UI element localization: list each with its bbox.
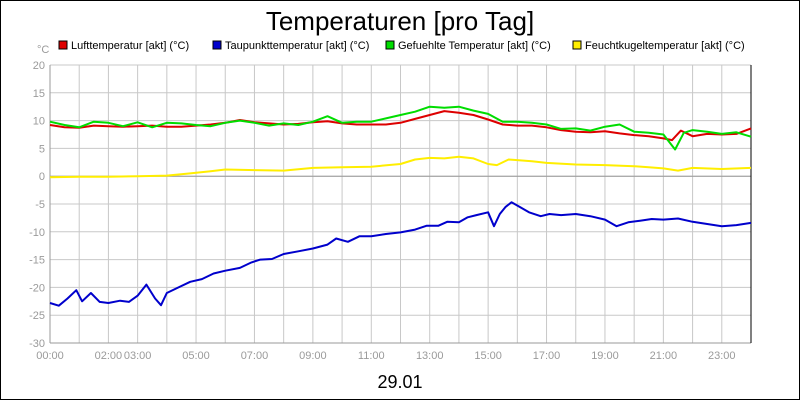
legend-label-4: Feuchtkugeltemperatur [akt] (°C): [585, 40, 745, 52]
x-tick-label: 03:00: [124, 350, 152, 362]
y-tick-label: -10: [29, 227, 45, 239]
x-tick-label: 07:00: [241, 350, 269, 362]
x-tick-label: 00:00: [36, 350, 64, 362]
x-tick-label: 09:00: [299, 350, 327, 362]
x-tick-label: 17:00: [533, 350, 561, 362]
y-ticks: 20 15 10 5 0 -5 -10 -15 -20 -25 -30: [29, 60, 45, 350]
legend: Lufttemperatur [akt] (°C) Taupunkttempera…: [58, 40, 745, 52]
x-ticks: 00:00 02:00 03:00 05:00 07:00 09:00 11:00 13:00…: [36, 350, 735, 362]
x-tick-label: 19:00: [591, 350, 619, 362]
x-tick-label: 02:00: [95, 350, 123, 362]
y-tick-label: -5: [35, 199, 45, 211]
y-axis-unit-label: °C: [37, 44, 49, 56]
grid: [49, 64, 752, 344]
legend-swatch-2: [212, 40, 222, 50]
y-tick-label: 0: [39, 171, 45, 183]
date-label: 29.01: [377, 372, 422, 392]
y-tick-label: -15: [29, 255, 45, 267]
x-tick-label: 13:00: [416, 350, 444, 362]
x-tick-label: 21:00: [650, 350, 678, 362]
legend-swatch-4: [572, 40, 582, 50]
series-line-2: [49, 201, 752, 307]
series-line-1: [49, 110, 752, 142]
legend-label-3: Gefuehlte Temperatur [akt] (°C): [398, 40, 551, 52]
y-tick-label: -30: [29, 338, 45, 350]
chart-title: Temperaturen [pro Tag]: [266, 6, 534, 36]
y-tick-label: 15: [33, 88, 45, 100]
legend-label-2: Taupunkttemperatur [akt] (°C): [225, 40, 369, 52]
series-line-4: [49, 155, 752, 179]
series-group: [49, 105, 752, 307]
legend-label-1: Lufttemperatur [akt] (°C): [71, 40, 189, 52]
x-tick-label: 15:00: [474, 350, 502, 362]
y-tick-label: -25: [29, 310, 45, 322]
x-tick-label: 23:00: [708, 350, 736, 362]
y-tick-label: 5: [39, 143, 45, 155]
x-tick-label: 11:00: [358, 350, 385, 362]
series-line-3: [49, 105, 752, 151]
y-tick-label: 20: [33, 60, 45, 72]
y-tick-label: -20: [29, 282, 45, 294]
legend-swatch-3: [385, 40, 395, 50]
legend-swatch-1: [58, 40, 68, 50]
y-tick-label: 10: [33, 116, 45, 128]
x-tick-label: 05:00: [182, 350, 210, 362]
axes: [49, 65, 752, 344]
